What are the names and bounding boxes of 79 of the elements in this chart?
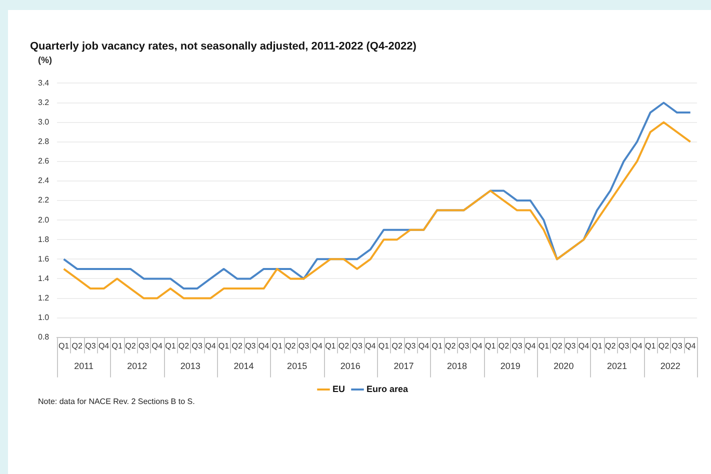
x-tick-label: Q2 bbox=[658, 341, 670, 350]
x-tick-label: Q1 bbox=[432, 341, 443, 350]
x-tick-label: Q3 bbox=[405, 341, 416, 350]
text: 2011 bbox=[74, 360, 94, 371]
text: 2013 bbox=[180, 360, 200, 371]
x-tick-label: Q1 bbox=[58, 341, 70, 350]
x-tick-label: Q1 bbox=[485, 341, 496, 350]
x-tick-label: Q3 bbox=[672, 341, 683, 350]
x-tick-label: Q1 bbox=[592, 341, 603, 350]
x-tick-label: Q3 bbox=[138, 341, 150, 350]
x-tick-label: Q3 bbox=[512, 341, 523, 350]
x-tick-label: Q3 bbox=[565, 341, 576, 350]
y-tick-label: 0.8 bbox=[38, 332, 50, 342]
x-tick-label: Q2 bbox=[285, 341, 296, 350]
x-tick-label: Q1 bbox=[645, 341, 656, 350]
y-tick-label: 2.0 bbox=[38, 215, 50, 224]
x-tick-label: Q2 bbox=[445, 341, 456, 350]
x-tick-label: Q2 bbox=[605, 341, 616, 350]
y-tick-label: 1.8 bbox=[38, 234, 50, 244]
x-tick-label: Q3 bbox=[618, 341, 630, 350]
text: Note: data for NACE Rev. 2 Sections B to S. bbox=[38, 397, 195, 406]
text: 2019 bbox=[500, 360, 520, 371]
x-tick-label: Q1 bbox=[112, 341, 123, 350]
legend-label: Euro area bbox=[366, 384, 410, 394]
x-tick-label: Q4 bbox=[365, 341, 376, 350]
x-tick-label: Q4 bbox=[205, 341, 216, 350]
x-tick-label: Q4 bbox=[98, 341, 110, 350]
x-tick-label: Q4 bbox=[418, 341, 430, 350]
x-tick-label: Q2 bbox=[178, 341, 190, 350]
x-tick-label: Q2 bbox=[498, 341, 510, 350]
y-tick-label: 1.2 bbox=[38, 293, 50, 302]
text: 2014 bbox=[234, 360, 254, 371]
x-tick-label: Q2 bbox=[72, 341, 84, 350]
x-tick-label: Q2 bbox=[338, 341, 350, 350]
x-tick-label: Q4 bbox=[312, 341, 323, 350]
text: 2016 bbox=[340, 360, 360, 371]
x-tick-label: Q3 bbox=[458, 341, 470, 350]
x-tick-label: Q4 bbox=[632, 341, 643, 350]
x-tick-label: Q1 bbox=[325, 341, 336, 350]
x-tick-label: Q3 bbox=[298, 341, 310, 350]
text: 2021 bbox=[607, 360, 628, 371]
y-tick-label: 1.0 bbox=[38, 313, 50, 322]
y-tick-label: 2.2 bbox=[38, 196, 50, 205]
x-tick-label: Q4 bbox=[685, 341, 696, 350]
text: 2015 bbox=[287, 360, 308, 371]
x-tick-label: Q1 bbox=[538, 341, 550, 350]
text: 2017 bbox=[394, 360, 414, 371]
x-tick-label: Q1 bbox=[218, 341, 230, 350]
x-tick-label: Q4 bbox=[472, 341, 483, 350]
y-tick-label: 2.6 bbox=[38, 156, 50, 166]
x-tick-label: Q3 bbox=[352, 341, 363, 350]
x-tick-label: Q4 bbox=[258, 341, 270, 350]
x-tick-label: Q2 bbox=[125, 341, 136, 350]
y-tick-label: 1.6 bbox=[38, 254, 50, 264]
y-tick-label: 3.4 bbox=[38, 78, 50, 88]
x-tick-label: Q4 bbox=[578, 341, 590, 350]
chart-title: Quarterly job vacancy rates, not seasonally adjusted, 2011-2022 (Q4-2022) bbox=[30, 40, 417, 53]
text: 2022 bbox=[660, 360, 680, 371]
x-tick-label: Q1 bbox=[165, 341, 176, 350]
x-tick-label: Q3 bbox=[245, 341, 256, 350]
y-tick-label: 2.8 bbox=[38, 137, 50, 146]
text: 2012 bbox=[127, 360, 148, 371]
x-tick-label: Q1 bbox=[272, 341, 283, 350]
text: 2018 bbox=[447, 360, 468, 371]
x-tick-label: Q4 bbox=[525, 341, 536, 350]
x-tick-label: Q2 bbox=[392, 341, 403, 350]
y-tick-label: 2.4 bbox=[38, 176, 50, 186]
legend-label: EU bbox=[332, 384, 346, 394]
y-tick-label: 1.4 bbox=[38, 274, 50, 283]
x-tick-label: Q4 bbox=[152, 341, 163, 350]
x-tick-label: Q3 bbox=[192, 341, 203, 350]
text: 2020 bbox=[554, 360, 574, 371]
y-axis-title: (%) bbox=[38, 55, 52, 65]
x-tick-label: Q1 bbox=[378, 341, 390, 350]
x-tick-label: Q2 bbox=[232, 341, 243, 350]
y-tick-label: 3.0 bbox=[38, 118, 50, 127]
y-tick-label: 3.2 bbox=[38, 98, 50, 107]
x-tick-label: Q2 bbox=[552, 341, 563, 350]
x-tick-label: Q3 bbox=[85, 341, 96, 350]
